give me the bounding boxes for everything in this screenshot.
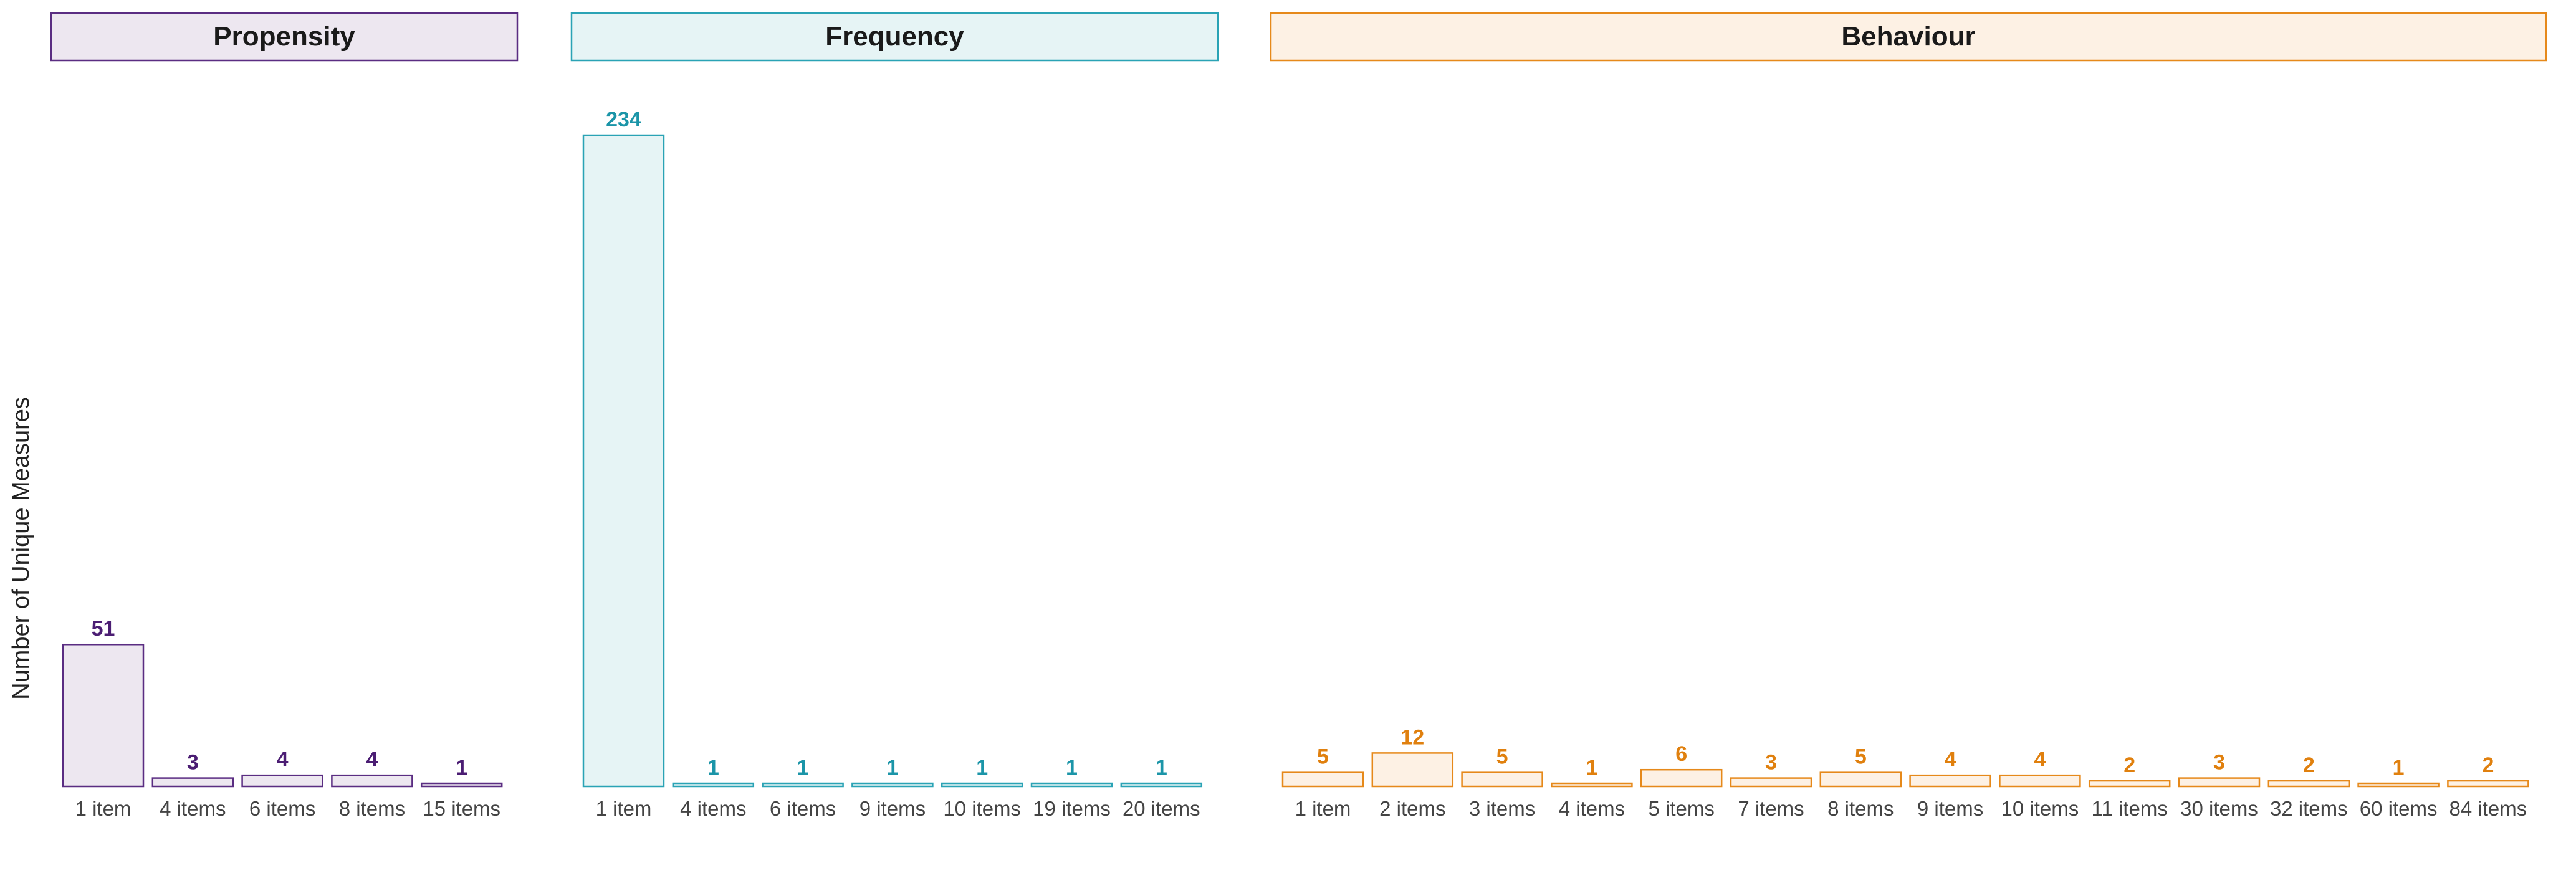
propensity-category-label: 1 item [75,797,132,820]
behaviour-bar [2447,780,2529,788]
frequency-category-label: 4 items [680,797,746,820]
frequency-category-label: 10 items [943,797,1021,820]
behaviour-bar [2178,777,2261,788]
behaviour-category-label: 8 items [1827,797,1894,820]
behaviour-value-label: 5 [1317,745,1329,769]
frequency-header-box [570,12,1219,62]
propensity-value-label: 4 [277,748,289,771]
behaviour-value-label: 1 [2393,756,2405,780]
frequency-value-label: 1 [1156,756,1167,780]
behaviour-category-label: 10 items [2001,797,2079,820]
propensity-category-label: 6 items [249,797,315,820]
behaviour-bar [1371,752,1454,788]
behaviour-value-label: 5 [1855,745,1867,769]
propensity-value-label: 4 [366,748,378,771]
propensity-value-label: 51 [92,617,115,641]
behaviour-category-label: 7 items [1738,797,1804,820]
behaviour-bar [1551,782,1633,788]
behaviour-bar [2357,782,2440,788]
frequency-category-label: 20 items [1123,797,1200,820]
frequency-bar [941,782,1023,788]
frequency-category-label: 6 items [770,797,836,820]
behaviour-header-title: Behaviour [1841,21,1975,52]
frequency-header-title: Frequency [825,21,964,52]
propensity-category-label: 8 items [339,797,405,820]
frequency-category-label: 1 item [596,797,652,820]
frequency-bar [1120,782,1203,788]
propensity-value-label: 1 [456,756,467,780]
behaviour-value-label: 12 [1401,725,1424,749]
frequency-bar [762,782,844,788]
propensity-header-title: Propensity [213,21,355,52]
behaviour-category-label: 1 item [1295,797,1351,820]
behaviour-bar [2267,780,2350,788]
y-axis-label: Number of Unique Measures [8,397,34,700]
frequency-value-label: 1 [707,756,719,780]
propensity-bar [241,774,323,788]
behaviour-value-label: 1 [1586,756,1597,780]
behaviour-value-label: 4 [1945,748,1956,771]
frequency-value-label: 1 [797,756,809,780]
behaviour-bar [2088,780,2171,788]
behaviour-value-label: 3 [2213,751,2225,775]
behaviour-value-label: 2 [2124,753,2135,777]
behaviour-bar [1999,774,2081,788]
behaviour-category-label: 4 items [1559,797,1625,820]
behaviour-category-label: 60 items [2360,797,2438,820]
behaviour-category-label: 84 items [2449,797,2527,820]
frequency-bar [851,782,934,788]
propensity-bar [151,777,234,788]
propensity-bar [331,774,413,788]
frequency-category-label: 19 items [1033,797,1111,820]
frequency-value-label: 1 [1066,756,1078,780]
behaviour-value-label: 5 [1496,745,1508,769]
behaviour-bar [1461,771,1543,788]
behaviour-bar [1730,777,1812,788]
behaviour-category-label: 3 items [1469,797,1535,820]
behaviour-value-label: 4 [2034,748,2046,771]
frequency-value-label: 234 [606,108,641,131]
propensity-header-box [50,12,519,62]
frequency-value-label: 1 [976,756,988,780]
propensity-category-label: 4 items [160,797,226,820]
behaviour-category-label: 30 items [2180,797,2258,820]
propensity-bar [420,782,503,788]
frequency-category-label: 9 items [859,797,926,820]
propensity-bar [62,643,145,788]
behaviour-value-label: 6 [1675,742,1687,766]
behaviour-bar [1281,771,1364,788]
behaviour-category-label: 5 items [1649,797,1715,820]
behaviour-category-label: 11 items [2092,797,2168,820]
behaviour-category-label: 9 items [1917,797,1983,820]
behaviour-category-label: 32 items [2270,797,2348,820]
behaviour-bar [1909,774,1991,788]
frequency-bar [582,134,665,788]
behaviour-bar [1819,771,1902,788]
behaviour-value-label: 2 [2303,753,2315,777]
frequency-bar [672,782,755,788]
behaviour-value-label: 2 [2482,753,2494,777]
behaviour-value-label: 3 [1765,751,1777,775]
propensity-value-label: 3 [187,751,199,775]
behaviour-bar [1640,768,1723,788]
frequency-value-label: 1 [886,756,898,780]
frequency-bar [1030,782,1113,788]
behaviour-header-box [1270,12,2547,62]
behaviour-category-label: 2 items [1379,797,1445,820]
propensity-category-label: 15 items [423,797,500,820]
